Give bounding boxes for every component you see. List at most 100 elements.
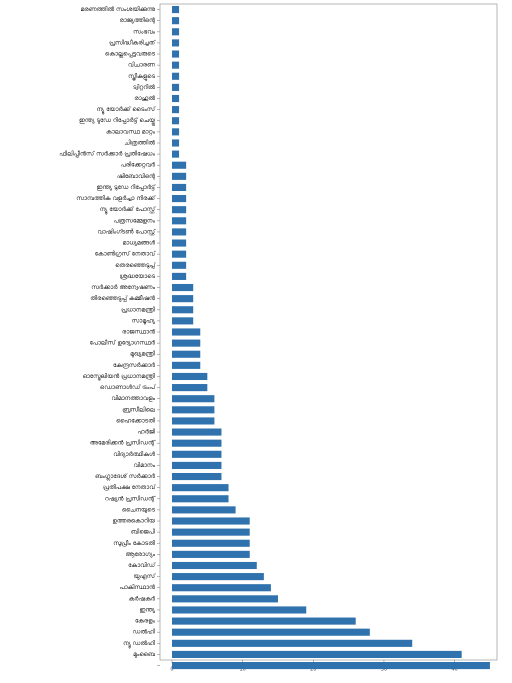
y-tick-label: പ്രതിപക്ഷ നേതാവ് [103,484,156,491]
bar [172,261,187,269]
bar [172,39,180,47]
bar [172,150,180,158]
y-tick-label: രാജ്യത്തിന്റെ [119,17,155,24]
bar [172,361,201,369]
bar [172,517,250,525]
y-tick-label: കർഷകർ [129,595,156,602]
bar [172,584,271,592]
y-tick-label: ഡൊണാൾഡ് ട്രംപ് [100,384,157,391]
bar [172,106,180,114]
y-tick-label: ഉത്തരകൊറിയ [113,518,156,525]
y-tick-label: ഹൈക്കോടതി [116,417,156,424]
y-tick-label: വിമാനത്താവളം [111,395,155,402]
bar [172,406,215,414]
y-tick-label: സംഭവം [133,28,155,35]
y-tick-label: ഫിലിപ്പീൻസ് സർക്കാർ പ്രതിഷേധം [59,151,155,159]
y-tick-label: റഷ്യൻ പ്രസിഡന്റ് [105,495,157,502]
bar [172,339,201,347]
y-tick-label: പത്രസമ്മേളനം [113,217,155,224]
y-tick-label: ന്യൂ ഡൽഹി [123,640,156,648]
bar [172,72,180,80]
y-tick-label: മാധ്യമങ്ങൾ [122,240,156,247]
y-tick-label: ഡൽഹി [133,629,156,636]
bar [172,539,250,547]
bar [172,484,229,492]
y-tick-label: മുഖ്യമന്ത്രി [130,351,156,358]
bar [172,372,208,381]
bar [172,83,180,91]
y-tick-label: കോവിഡ് [128,562,156,569]
y-tick-label: ഹർജി [138,429,156,436]
bar [172,283,194,292]
y-tick-label: സ്ത്രീകളുടെ [128,73,155,81]
y-tick-label: രാജസ്ഥാൻ [122,329,155,336]
bar [172,306,194,314]
bar [172,117,180,125]
bar [172,650,462,658]
bar [172,328,201,336]
bar [172,395,215,403]
y-tick-label: കൊല്ലപ്പെട്ടവരുടെ [105,51,156,59]
bar [172,595,278,603]
bar [172,461,222,469]
y-tick-label: വിദ്യാർത്ഥികൾ [113,451,156,458]
y-tick-label: ന്യൂ യോർക്ക് ടൈംസ് [97,106,157,114]
y-tick-label: ചൈനയുടെ [122,506,156,513]
bar [172,172,187,180]
y-tick-label: യുഎസ് [133,573,156,580]
bar [172,206,187,214]
y-tick-label: വിമാനം [134,462,156,469]
y-tick-label: പ്രധാനമന്ത്രി [121,306,156,313]
bar [172,228,187,236]
x-tick-label: 30 [381,667,387,673]
bar [172,61,180,69]
bar [172,439,222,447]
y-tick-label: ആരോഗ്യം [125,551,155,558]
y-tick-label: വാഷിംഗ്ടൺ പോസ്റ്റ് [97,228,156,236]
bar [172,195,187,203]
y-tick-label: തിരഞ്ഞെടുപ്പ് കമ്മീഷൻ [90,295,155,303]
x-tick-label: 40 [451,667,457,673]
bar [172,161,187,169]
bar [172,450,222,458]
bar [172,428,222,436]
bar [172,662,490,670]
bar [172,128,180,136]
bar [172,472,222,481]
y-tick-label: സുപ്രീം കോടതി [113,540,155,547]
bar [172,250,187,258]
bar [172,6,180,14]
x-tick-label: 20 [310,667,316,673]
y-tick-label: മുംബൈ [133,651,156,658]
bar [172,28,180,36]
y-tick-label: കാലാവസ്ഥ മാറ്റം [106,128,155,135]
bar [172,628,370,636]
bar [172,183,187,192]
bar [172,606,307,614]
y-tick-label: തെരഞ്ഞെടുപ്പ് [115,262,156,270]
plot-frame [159,3,498,661]
y-tick-label: ട്വിറ്ററിൽ [133,84,155,91]
bar [172,384,208,392]
y-tick-label: കേരളം [135,618,156,625]
y-tick-label: പാകിസ്ഥാൻ [119,584,155,591]
y-tick-label: സർക്കാർ അന്വേഷണം [91,284,155,291]
bar [172,561,257,570]
bar [172,272,187,280]
bar [172,239,187,247]
y-tick-label: ബ്രസീലിലെ [122,406,156,413]
bar [172,550,250,558]
bar [172,295,194,303]
y-tick-label: ഷിബോവിന്റെ [117,173,155,180]
y-tick-label: പ്രസിദ്ധീകരിച്ചത് [109,39,156,46]
x-tick-label: 10 [239,667,245,673]
y-tick-label: സാമൂഹ്യ [132,317,156,324]
y-tick-label: രാഹുൽ [134,95,155,102]
bar [172,94,180,103]
y-tick-label: കേന്ദ്രസർക്കാർ [113,362,156,369]
bar [172,506,236,514]
bar [172,495,229,503]
bar [172,139,180,147]
y-tick-label: ചിത്രത്തിൽ [124,139,155,146]
y-tick-label: ഇന്ത്യ [140,606,156,613]
